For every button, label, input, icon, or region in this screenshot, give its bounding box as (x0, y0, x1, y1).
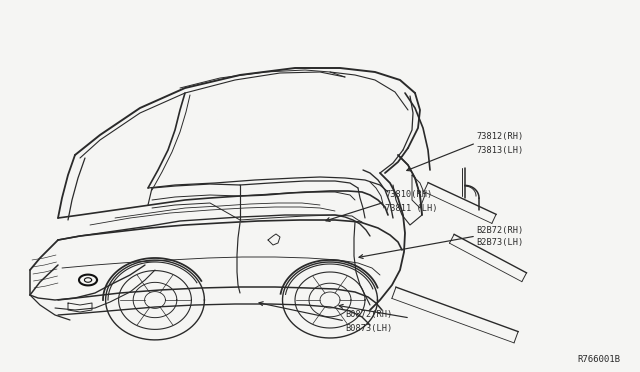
Text: B2B72(RH): B2B72(RH) (476, 225, 524, 234)
Text: 73810(RH): 73810(RH) (385, 190, 432, 199)
Text: 73812(RH): 73812(RH) (476, 132, 524, 141)
Text: B0873(LH): B0873(LH) (345, 324, 392, 333)
Text: B2B73(LH): B2B73(LH) (476, 238, 524, 247)
Text: R766001B: R766001B (577, 356, 620, 365)
Text: B0872(RH): B0872(RH) (345, 311, 392, 320)
Text: 73813(LH): 73813(LH) (476, 145, 524, 154)
Text: 73811 (LH): 73811 (LH) (385, 203, 438, 212)
